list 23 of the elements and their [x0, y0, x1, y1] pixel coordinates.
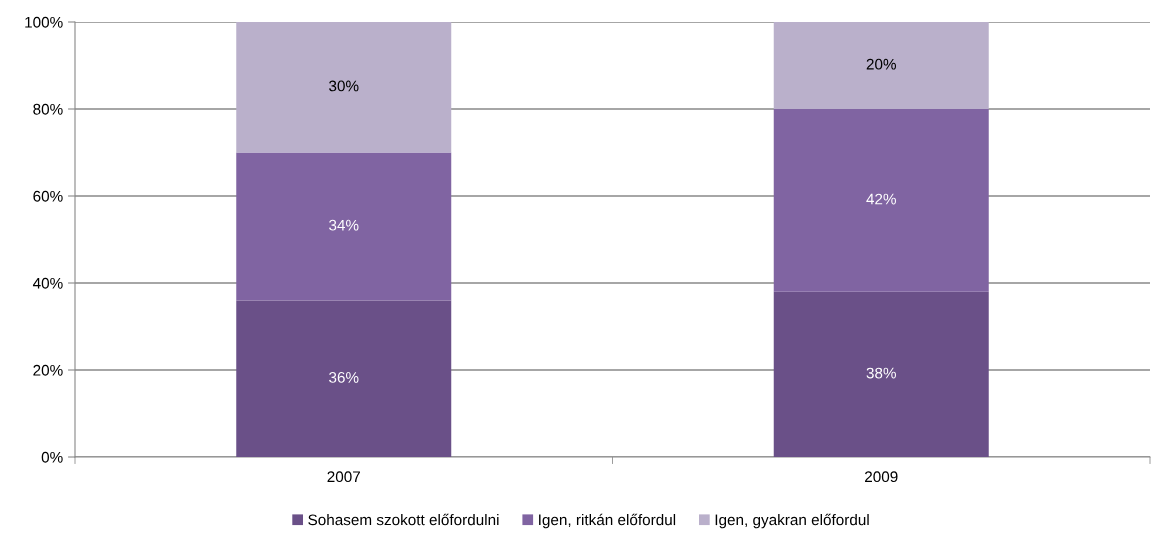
- data-label: 42%: [866, 193, 896, 205]
- y-tick-label: 40%: [32, 277, 63, 289]
- bar: [236, 300, 452, 457]
- y-tick-label: 20%: [33, 364, 63, 376]
- y-tick-label: 80%: [33, 103, 63, 115]
- data-label: 30%: [329, 80, 359, 92]
- legend-label: Igen, ritkán előfordul: [539, 513, 676, 529]
- y-tick-label: 60%: [33, 190, 63, 202]
- x-tick-label: 2009: [865, 471, 898, 483]
- bar: [236, 22, 452, 153]
- data-label: 36%: [329, 371, 359, 383]
- bar: [773, 291, 989, 457]
- bar: [773, 109, 989, 292]
- legend-label: Sohasem szokott előfordulni: [308, 513, 499, 526]
- x-tick-label: 2007: [327, 471, 360, 483]
- y-tick-label: 0%: [41, 451, 63, 463]
- data-label: 34%: [329, 219, 359, 231]
- bar: [773, 22, 989, 109]
- data-label: 20%: [866, 58, 896, 70]
- legend-label: Igen, gyakran előfordul: [715, 513, 869, 529]
- y-tick-label: 100%: [25, 16, 63, 28]
- data-label: 38%: [866, 367, 896, 379]
- bar: [236, 152, 452, 301]
